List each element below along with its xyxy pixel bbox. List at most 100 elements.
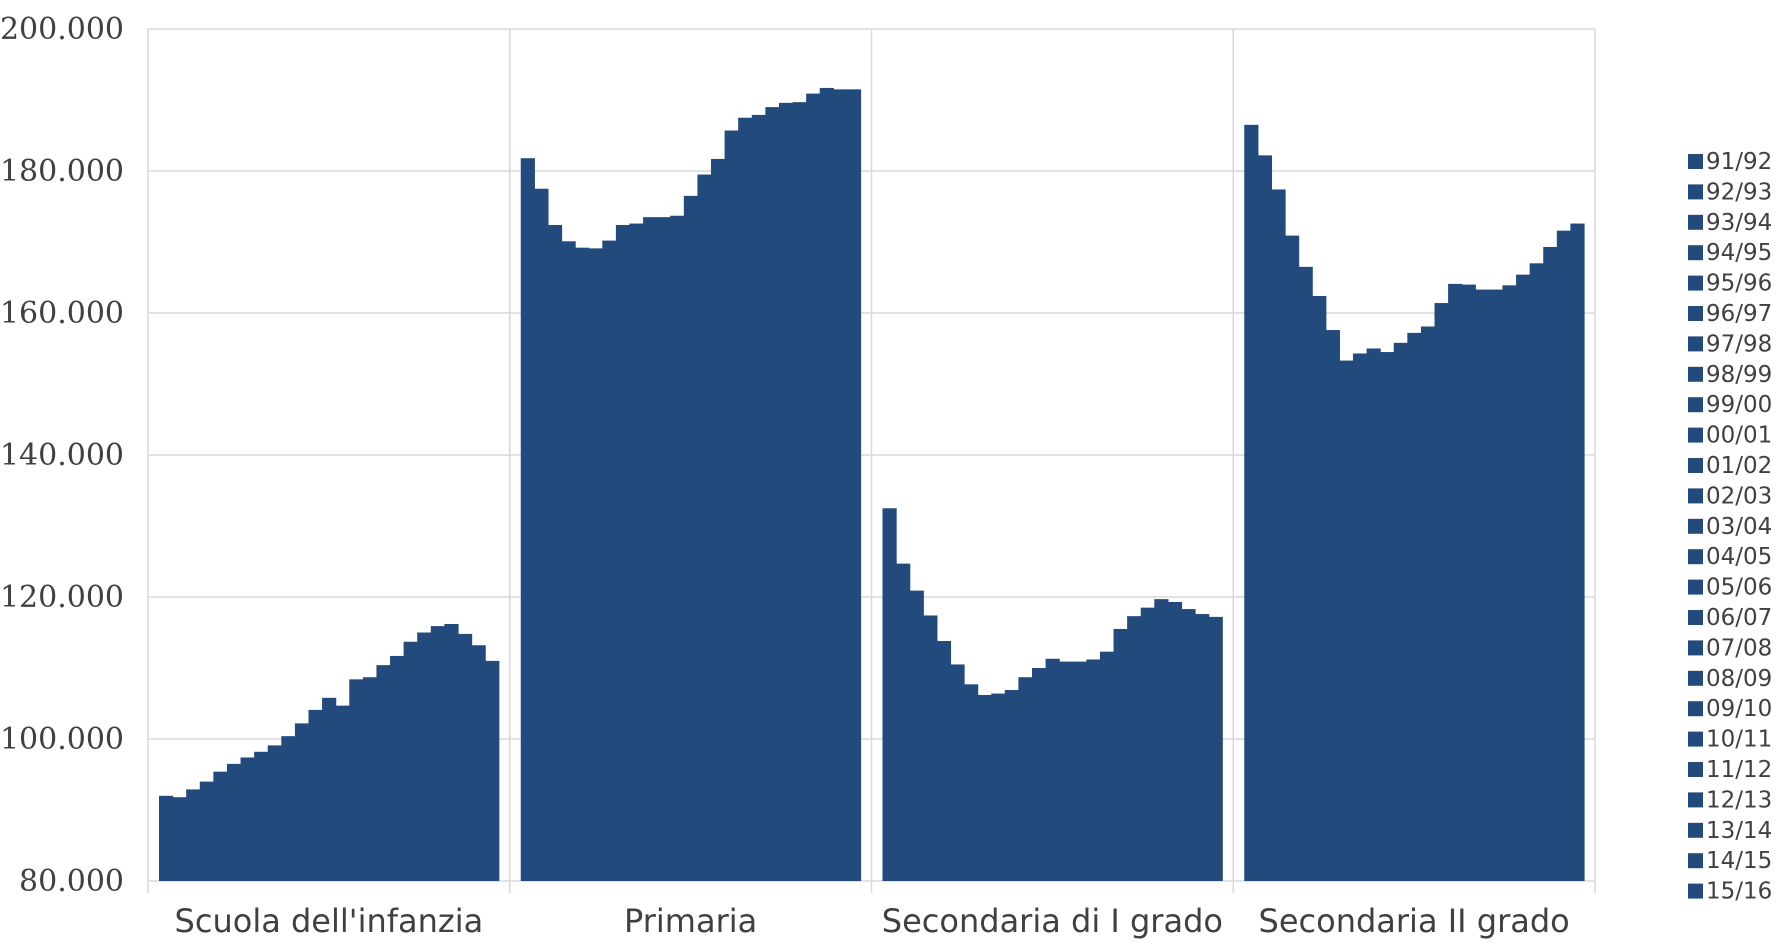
bar-3-10 — [1380, 352, 1395, 881]
legend-item: 92/93 — [1688, 179, 1772, 205]
bar-2-14 — [1072, 661, 1087, 881]
legend-swatch — [1688, 306, 1703, 321]
bar-3-6 — [1325, 330, 1340, 881]
bar-1-3 — [561, 241, 576, 882]
legend-label: 09/10 — [1706, 696, 1772, 722]
bar-0-24 — [485, 660, 500, 881]
bar-2-5 — [950, 664, 965, 881]
bar-2-18 — [1127, 616, 1142, 881]
bar-2-20 — [1154, 599, 1169, 881]
legend-label: 99/00 — [1706, 392, 1772, 418]
legend-item: 15/16 — [1688, 879, 1772, 905]
bar-0-1 — [172, 797, 187, 881]
bar-1-20 — [792, 102, 807, 881]
legend-label: 91/92 — [1706, 149, 1772, 175]
bar-2-17 — [1113, 628, 1128, 881]
bar-3-18 — [1488, 289, 1504, 881]
legend-label: 98/99 — [1706, 362, 1772, 388]
bar-1-12 — [683, 195, 699, 882]
bar-3-12 — [1407, 332, 1422, 881]
y-tick-label: 80.000 — [19, 864, 124, 899]
legend-swatch — [1688, 488, 1703, 504]
bar-1-10 — [656, 217, 671, 881]
legend: 91/92 92/93 93/94 94/95 95/96 96/97 97/98 98/99… — [1688, 149, 1772, 905]
bar-3-11 — [1393, 342, 1408, 881]
bar-3-2 — [1271, 189, 1286, 881]
bar-0-18 — [403, 641, 418, 881]
bar-2-0 — [882, 508, 897, 881]
legend-swatch — [1688, 154, 1703, 169]
bar-2-21 — [1167, 601, 1183, 881]
bar-2-22 — [1181, 609, 1196, 881]
bar-0-15 — [362, 677, 378, 881]
y-tick-label: 160.000 — [0, 296, 124, 331]
bar-0-21 — [444, 623, 459, 881]
bar-3-22 — [1543, 246, 1558, 882]
bar-0-4 — [213, 771, 228, 881]
legend-swatch — [1688, 275, 1703, 291]
legend-item: 09/10 — [1688, 696, 1772, 722]
bar-3-13 — [1420, 326, 1436, 881]
bar-1-0 — [520, 158, 535, 882]
legend-swatch — [1688, 518, 1703, 534]
bar-1-9 — [643, 217, 658, 881]
legend-item: 97/98 — [1688, 331, 1772, 357]
legend-item: 02/03 — [1688, 483, 1772, 509]
bar-1-13 — [697, 174, 712, 882]
legend-swatch — [1688, 883, 1703, 899]
y-tick-label: 180.000 — [0, 154, 124, 189]
legend-item: 13/14 — [1688, 818, 1772, 844]
legend-item: 07/08 — [1688, 635, 1772, 661]
legend-label: 03/04 — [1706, 514, 1772, 540]
legend-label: 05/06 — [1706, 575, 1772, 601]
legend-swatch — [1688, 731, 1703, 747]
bar-3-4 — [1298, 266, 1313, 882]
bar-2-12 — [1045, 658, 1060, 881]
legend-swatch — [1688, 640, 1703, 656]
x-category-label: Secondaria di I grado — [882, 902, 1223, 940]
legend-label: 12/13 — [1706, 787, 1772, 813]
bar-0-19 — [417, 632, 432, 881]
bar-0-22 — [457, 633, 473, 881]
bar-2-8 — [991, 693, 1006, 881]
bar-3-21 — [1529, 263, 1544, 881]
legend-label: 96/97 — [1706, 301, 1772, 327]
legend-item: 01/02 — [1688, 453, 1772, 479]
bar-1-11 — [670, 215, 685, 882]
bar-1-22 — [819, 87, 834, 882]
legend-item: 05/06 — [1688, 575, 1772, 601]
x-category-label: Scuola dell'infanzia — [175, 902, 484, 940]
y-tick-label: 140.000 — [0, 438, 124, 473]
legend-item: 93/94 — [1688, 210, 1772, 236]
legend-swatch — [1688, 458, 1703, 473]
bar-3-15 — [1448, 283, 1463, 881]
bar-3-9 — [1366, 348, 1381, 881]
bar-0-14 — [349, 679, 364, 881]
bar-1-17 — [751, 114, 766, 881]
legend-item: 03/04 — [1688, 514, 1772, 540]
bar-1-23 — [833, 89, 848, 882]
legend-label: 06/07 — [1706, 605, 1772, 631]
legend-swatch — [1688, 549, 1703, 565]
bar-2-7 — [977, 694, 992, 881]
legend-item: 94/95 — [1688, 240, 1772, 266]
bar-0-6 — [240, 757, 255, 881]
legend-label: 14/15 — [1706, 848, 1772, 874]
bar-3-16 — [1461, 284, 1476, 882]
legend-swatch — [1688, 397, 1703, 413]
bar-2-9 — [1004, 690, 1019, 881]
bar-2-6 — [964, 684, 979, 881]
legend-item: 14/15 — [1688, 848, 1772, 874]
bar-1-7 — [615, 224, 631, 881]
bar-0-11 — [308, 709, 323, 881]
legend-swatch — [1688, 853, 1703, 869]
legend-item: 04/05 — [1688, 544, 1772, 570]
bar-2-1 — [896, 563, 911, 881]
legend-item: 08/09 — [1688, 666, 1772, 692]
legend-label: 07/08 — [1706, 635, 1772, 661]
bar-1-4 — [575, 247, 590, 881]
bar-0-0 — [159, 795, 174, 881]
bar-3-24 — [1570, 223, 1585, 882]
legend-label: 00/01 — [1706, 423, 1772, 449]
